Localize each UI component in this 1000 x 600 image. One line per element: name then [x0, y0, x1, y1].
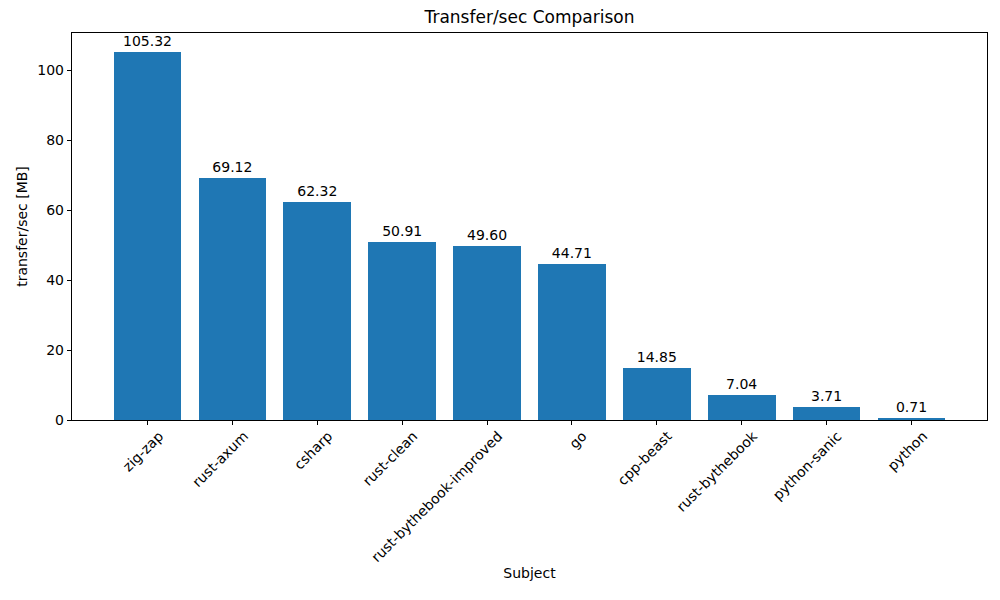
chart-title: Transfer/sec Comparison	[71, 7, 988, 27]
y-tick-label: 40	[0, 271, 64, 289]
y-tick-mark	[67, 350, 71, 351]
bar-value-label: 0.71	[862, 399, 962, 416]
x-tick-mark	[232, 421, 233, 425]
x-tick-label-text: go	[567, 428, 591, 452]
bar	[453, 246, 521, 420]
bar	[114, 52, 182, 421]
bar-value-label: 14.85	[607, 349, 707, 366]
y-tick-mark	[67, 140, 71, 141]
x-tick-mark	[656, 421, 657, 425]
bar-value-label: 105.32	[98, 33, 198, 50]
x-tick-label-text: cpp-beast	[615, 428, 676, 489]
y-tick-mark	[67, 70, 71, 71]
y-axis-label: transfer/sec [MB]	[14, 27, 31, 427]
x-tick-label-text: python-sanic	[770, 428, 846, 504]
y-tick-mark	[67, 420, 71, 421]
bar-value-label: 49.60	[437, 227, 537, 244]
y-tick-mark	[67, 210, 71, 211]
x-tick-mark	[487, 421, 488, 425]
bar	[708, 395, 776, 420]
bar	[793, 407, 861, 420]
x-tick-label-text: zig-zap	[119, 428, 166, 475]
bar	[878, 418, 946, 421]
bar	[623, 368, 691, 420]
bar	[538, 264, 606, 420]
bar-value-label: 62.32	[267, 183, 367, 200]
x-tick-mark	[911, 421, 912, 425]
x-tick-label-text: rust-clean	[360, 428, 422, 490]
bar	[283, 202, 351, 420]
bar-value-label: 44.71	[522, 245, 622, 262]
x-tick-mark	[147, 421, 148, 425]
chart-figure: Transfer/sec Comparison transfer/sec [MB…	[0, 0, 1000, 600]
y-tick-label: 60	[0, 201, 64, 219]
y-tick-label: 20	[0, 341, 64, 359]
bar	[368, 242, 436, 420]
x-tick-label-text: rust-bythebook	[673, 428, 761, 516]
y-tick-mark	[67, 280, 71, 281]
y-tick-label: 0	[0, 411, 64, 429]
x-tick-label-text: python	[884, 428, 931, 475]
bar-value-label: 69.12	[182, 159, 282, 176]
y-tick-label: 80	[0, 131, 64, 149]
x-tick-mark	[402, 421, 403, 425]
bar	[199, 178, 267, 420]
x-tick-mark	[826, 421, 827, 425]
y-tick-label: 100	[0, 61, 64, 79]
x-tick-label-text: csharp	[291, 428, 336, 473]
plot-area: 105.3269.1262.3250.9149.6044.7114.857.04…	[71, 32, 988, 421]
x-tick-label-text: rust-axum	[189, 428, 252, 491]
x-tick-mark	[741, 421, 742, 425]
x-axis-label: Subject	[71, 565, 988, 582]
x-tick-mark	[317, 421, 318, 425]
x-tick-mark	[571, 421, 572, 425]
